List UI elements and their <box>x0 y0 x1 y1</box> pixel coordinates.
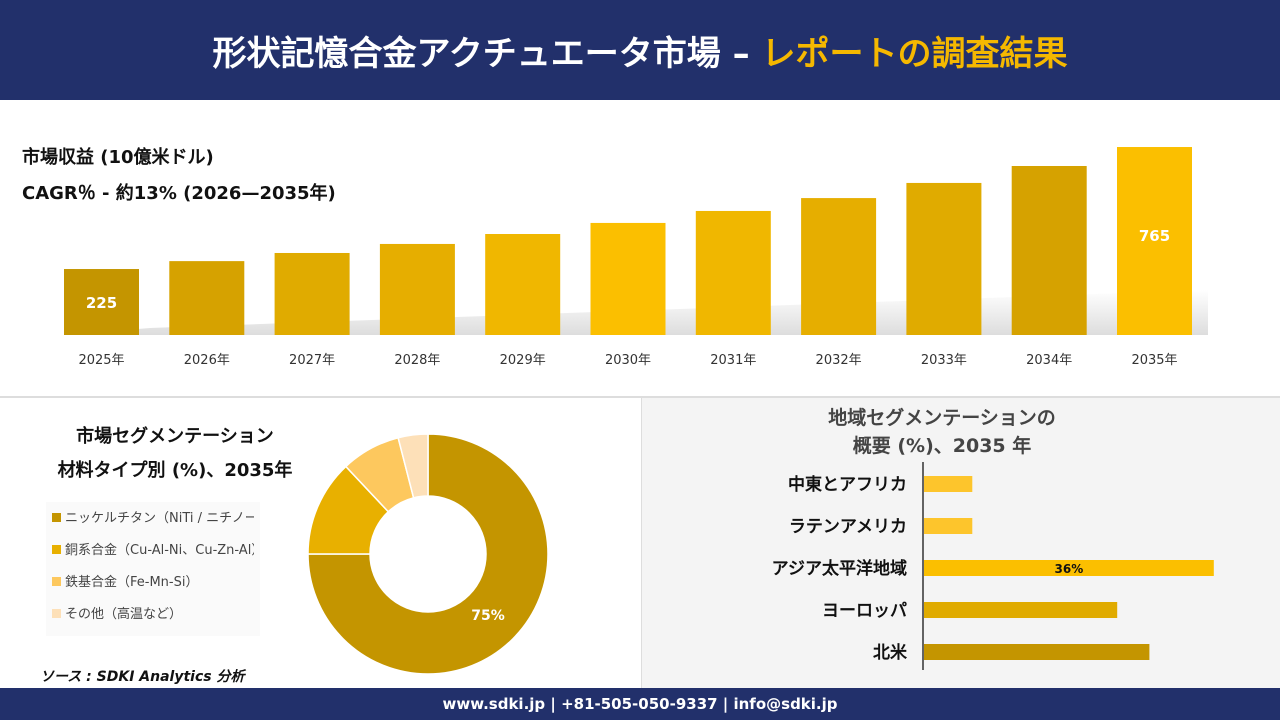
region-data-label: 36% <box>1055 562 1084 576</box>
bar-2031年 <box>695 210 771 335</box>
region-title-line1: 地域セグメンテーションの <box>828 407 1056 429</box>
slice-data-label: 75% <box>471 608 505 624</box>
region-title-line2: 概要 (%)、2035 年 <box>852 435 1032 457</box>
region-segment-panel: 地域セグメンテーションの 概要 (%)、2035 年 中東とアフリカ ラテンアメリ… <box>641 398 1280 688</box>
bar-2027年 <box>274 252 350 335</box>
legend-label: 銅系合金（Cu-Al-Ni、Cu-Zn-Al） <box>65 543 254 558</box>
material-title: 市場セグメンテーション 材料タイプ別 (%)、2035年 <box>30 420 320 488</box>
x-tick-label: 2027年 <box>289 353 335 368</box>
header: 形状記憶合金アクチュエータ市場 – レポートの調査結果 <box>0 0 1280 100</box>
region-bar <box>924 518 973 534</box>
x-tick-label: 2033年 <box>921 353 967 368</box>
x-tick-label: 2034年 <box>1026 353 1072 368</box>
bar-data-label: 225 <box>86 294 117 312</box>
region-bar <box>924 644 1150 660</box>
material-donut-chart: 75% <box>307 433 549 675</box>
region-label: ヨーロッパ <box>822 601 907 621</box>
x-tick-label: 2035年 <box>1131 353 1177 368</box>
legend-swatch <box>52 577 61 586</box>
bar-2034年 <box>1011 165 1087 335</box>
footer-contact: www.sdki.jp | +81-505-050-9337 | info@sd… <box>0 688 1280 720</box>
material-segment-panel: 市場セグメンテーション 材料タイプ別 (%)、2035年 ニッケルチタン（NiT… <box>0 398 640 688</box>
legend-swatch <box>52 545 61 554</box>
bar-2030年 <box>590 222 666 335</box>
legend-swatch <box>52 609 61 618</box>
x-tick-label: 2030年 <box>605 353 651 368</box>
bar-data-label: 765 <box>1139 227 1170 245</box>
bar-2035年 <box>1117 147 1192 335</box>
source-note: ソース : SDKI Analytics 分析 <box>40 669 245 685</box>
legend-label: ニッケルチタン（NiTi / ニチノール） <box>65 511 254 526</box>
legend-label: 鉄基合金（Fe-Mn-Si） <box>65 575 199 590</box>
donut-slice <box>307 433 549 675</box>
bar-2033年 <box>906 182 982 335</box>
region-label: アジア太平洋地域 <box>772 558 907 579</box>
bar-2029年 <box>485 234 561 335</box>
region-bar <box>924 476 973 492</box>
title-main: 形状記憶合金アクチュエータ市場 – <box>212 33 750 74</box>
bar-2026年 <box>169 261 245 335</box>
material-title-line2: 材料タイプ別 (%)、2035年 <box>57 460 293 481</box>
legend-swatch <box>52 513 61 522</box>
region-bar <box>924 602 1118 618</box>
legend-label: その他（高温など） <box>65 607 183 622</box>
x-tick-label: 2031年 <box>710 353 756 368</box>
market-info: 市場収益 (10億米ドル) CAGR％ - 約13% (2026—2035年) <box>22 140 336 212</box>
x-tick-label: 2025年 <box>78 353 124 368</box>
donut-slice <box>397 433 429 499</box>
legend-item: 鉄基合金（Fe-Mn-Si） <box>52 572 254 604</box>
revenue-bar-chart: 2025年 225 2026年 2027年 2028年 2029年 2030年 2031年 20… <box>64 147 1208 368</box>
bar-2025年 <box>64 269 139 335</box>
bar-2028年 <box>379 243 455 335</box>
region-label: ラテンアメリカ <box>789 517 907 537</box>
region-label: 北米 <box>873 642 908 663</box>
legend-item: その他（高温など） <box>52 604 254 636</box>
region-bar <box>924 560 1214 576</box>
title-accent: レポートの調査結果 <box>761 33 1068 74</box>
x-tick-label: 2029年 <box>500 353 546 368</box>
region-title: 地域セグメンテーションの 概要 (%)、2035 年 <box>732 404 1152 460</box>
region-label: 中東とアフリカ <box>788 474 907 495</box>
legend-item: ニッケルチタン（NiTi / ニチノール） <box>52 508 254 540</box>
material-legend: ニッケルチタン（NiTi / ニチノール） 銅系合金（Cu-Al-Ni、Cu-Zn… <box>46 502 260 636</box>
x-tick-label: 2028年 <box>394 353 440 368</box>
legend-item: 銅系合金（Cu-Al-Ni、Cu-Zn-Al） <box>52 540 254 572</box>
bar-2032年 <box>801 198 877 335</box>
x-tick-label: 2026年 <box>184 353 230 368</box>
material-title-line1: 市場セグメンテーション <box>76 426 274 447</box>
cagr-label: CAGR％ - 約13% (2026—2035年) <box>22 183 336 204</box>
x-tick-label: 2032年 <box>816 353 862 368</box>
divider <box>0 396 1280 398</box>
revenue-label: 市場収益 (10億米ドル) <box>22 147 214 168</box>
